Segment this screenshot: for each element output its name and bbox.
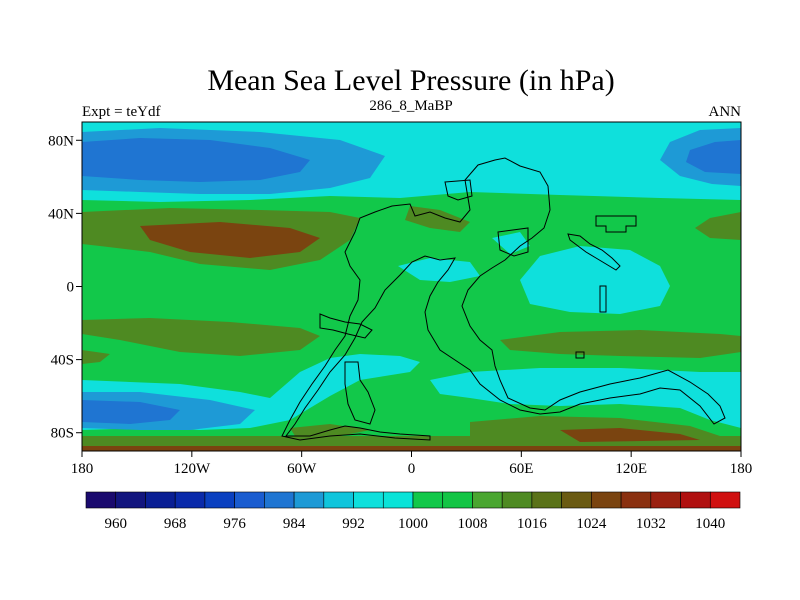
colorbar-label: 960	[104, 516, 127, 532]
colorbar-box	[264, 491, 295, 509]
pressure-olive-south-pacific-high	[82, 318, 320, 356]
colorbar-box	[620, 491, 652, 509]
colorbar-label: 1000	[398, 516, 428, 532]
colorbar-label: 1024	[576, 516, 607, 532]
colorbar: 960 968 976 984 992 1000 1008 1016 1024 1032 1040	[85, 491, 741, 532]
west-block-outline	[319, 313, 373, 339]
peninsula-outline	[444, 179, 473, 201]
pressure-olive-pacific-high	[695, 212, 741, 240]
x-tick-label: 120E	[615, 461, 647, 477]
india-outline	[599, 285, 607, 313]
colorbar-box	[561, 491, 592, 509]
pressure-cyan-asia-low	[520, 246, 670, 314]
colorbar-box	[680, 491, 711, 509]
colorbar-box	[382, 491, 414, 509]
x-tick-label: 60W	[287, 461, 317, 477]
colorbar-box	[174, 491, 206, 509]
colorbar-box	[591, 491, 622, 509]
colorbar-box	[412, 491, 444, 509]
island-outline	[575, 351, 585, 359]
y-tick-label: 40S	[51, 353, 74, 369]
pangea-main-outline	[281, 157, 726, 441]
y-tick-label: 80S	[51, 426, 74, 442]
continent-outlines	[281, 157, 726, 441]
colorbar-label: 976	[223, 516, 246, 532]
colorbar-label: 992	[342, 516, 365, 532]
x-tick-label: 120W	[173, 461, 211, 477]
colorbar-box	[472, 491, 503, 509]
y-axis: 80N 40N 0 40S 80S	[48, 133, 82, 442]
colorbar-box	[145, 491, 176, 509]
x-tick-label: 180	[71, 461, 94, 477]
colorbar-box	[501, 491, 533, 509]
x-tick-label: 180	[730, 461, 753, 477]
pressure-brown-south-edge	[82, 446, 741, 451]
colorbar-box	[650, 491, 681, 509]
pressure-olive-south-indian-high	[500, 330, 741, 358]
y-tick-label: 0	[67, 280, 75, 296]
colorbar-box	[323, 491, 354, 509]
colorbar-label: 968	[164, 516, 187, 532]
colorbar-label: 1040	[695, 516, 725, 532]
pressure-brown-atlantic-core	[140, 222, 320, 258]
x-tick-label: 0	[408, 461, 416, 477]
south-block-outline	[344, 361, 376, 425]
pressure-olive-south-atlantic-high	[82, 350, 110, 364]
y-tick-label: 80N	[48, 133, 74, 149]
colorbar-label: 984	[283, 516, 306, 532]
colorbar-box	[709, 491, 741, 509]
colorbar-box	[85, 491, 117, 509]
pressure-brown-antarctic-core	[560, 428, 700, 442]
y-tick-label: 40N	[48, 206, 74, 222]
asia-block-outline	[567, 233, 621, 271]
chart-title: Mean Sea Level Pressure (in hPa)	[207, 64, 614, 97]
time-label: 286_8_MaBP	[369, 98, 452, 114]
pressure-cyan-southern-ocean	[430, 368, 741, 428]
northern-block-outline	[595, 215, 637, 233]
colorbar-box	[442, 491, 473, 509]
colorbar-box	[293, 491, 325, 509]
pressure-blue-northeast-core	[686, 140, 741, 174]
colorbar-box	[115, 491, 146, 509]
x-axis: 180 120W 60W 0 60E 120E 180	[71, 451, 753, 477]
pressure-olive-antarctic-west	[290, 424, 370, 438]
map-plot	[81, 121, 742, 452]
colorbar-label: 1016	[517, 516, 548, 532]
colorbar-box	[353, 491, 384, 509]
pressure-blue-south-core	[82, 400, 180, 424]
pressure-cyan-arabia	[492, 232, 530, 254]
colorbar-box	[204, 491, 235, 509]
pressure-olive-europe-high	[405, 206, 470, 232]
colorbar-box	[531, 491, 562, 509]
arabia-outline	[497, 227, 529, 257]
colorbar-label: 1008	[457, 516, 487, 532]
colorbar-label: 1032	[636, 516, 666, 532]
experiment-label: Expt = teYdf	[82, 104, 160, 120]
colorbar-box	[234, 491, 265, 509]
x-tick-label: 60E	[509, 461, 533, 477]
pressure-blue-north-core	[82, 138, 310, 182]
pressure-cyan-africa	[398, 258, 480, 282]
season-label: ANN	[709, 104, 742, 120]
